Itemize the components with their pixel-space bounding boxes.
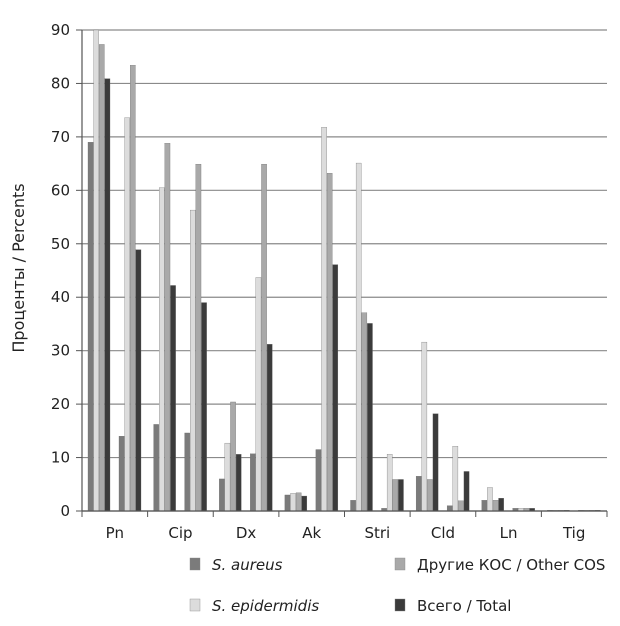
bar-pn-a-s0 bbox=[87, 142, 94, 512]
bar-dx-a-s2 bbox=[230, 401, 236, 512]
bar-dx-b-s3 bbox=[266, 344, 273, 512]
bar-dx-b-s0 bbox=[250, 453, 256, 512]
bar-ln-a-s1 bbox=[487, 487, 493, 512]
y-tick-label-40: 40 bbox=[51, 288, 70, 306]
bar-cip-b-s2 bbox=[195, 163, 202, 512]
y-tick-label-50: 50 bbox=[51, 235, 70, 253]
y-tick-label-30: 30 bbox=[51, 342, 70, 360]
bar-stri-a-s1 bbox=[355, 162, 362, 512]
y-tick-label-70: 70 bbox=[51, 128, 70, 146]
legend-swatch-2 bbox=[394, 557, 406, 571]
x-tick-label-ln: Ln bbox=[500, 524, 518, 542]
legend-label-0: S. aureus bbox=[212, 556, 283, 574]
bar-ak-b-s0 bbox=[315, 449, 322, 512]
x-tick-label-ak: Ak bbox=[302, 524, 321, 542]
y-axis-label: Проценты / Percents bbox=[9, 183, 28, 352]
bar-ln-a-s0 bbox=[481, 500, 488, 512]
bar-cld-b-s1 bbox=[452, 446, 459, 512]
bar-ak-a-s1 bbox=[290, 493, 296, 512]
bar-pn-a-s2 bbox=[99, 44, 105, 512]
bar-cld-b-s2 bbox=[458, 500, 464, 512]
bar-dx-b-s1 bbox=[255, 277, 262, 512]
bar-cip-a-s1 bbox=[159, 187, 165, 512]
bar-stri-b-s1 bbox=[386, 454, 393, 512]
bar-cld-a-s1 bbox=[421, 341, 428, 512]
bar-pn-a-s3 bbox=[104, 78, 111, 512]
bar-pn-b-s3 bbox=[135, 249, 142, 512]
legend-swatch-0 bbox=[189, 557, 201, 571]
x-tick-label-dx: Dx bbox=[236, 524, 257, 542]
bar-cld-a-s0 bbox=[415, 476, 422, 512]
legend-label-1: S. epidermidis bbox=[212, 597, 319, 615]
legend: S. aureus S. epidermidis Другие КОС / Othe… bbox=[189, 556, 605, 615]
x-tick-label-stri: Stri bbox=[364, 524, 390, 542]
bar-cld-b-s0 bbox=[446, 505, 453, 512]
bar-pn-b-s0 bbox=[118, 436, 125, 512]
bar-pn-b-s2 bbox=[130, 65, 136, 512]
legend-label-2: Другие КОС / Other COS bbox=[417, 556, 605, 574]
x-tick-label-tig: Tig bbox=[562, 524, 585, 542]
bar-ak-b-s3 bbox=[332, 264, 339, 512]
bar-cip-a-s2 bbox=[164, 143, 171, 512]
legend-swatch-1 bbox=[189, 598, 201, 612]
y-tick-label-20: 20 bbox=[51, 395, 70, 413]
bar-ln-a-s2 bbox=[492, 500, 499, 512]
bar-dx-a-s3 bbox=[235, 454, 242, 512]
bar-stri-a-s2 bbox=[361, 312, 368, 512]
y-tick-label-90: 90 bbox=[51, 21, 70, 39]
bar-cip-b-s3 bbox=[201, 302, 207, 512]
bar-stri-b-s3 bbox=[398, 479, 404, 512]
bar-ak-a-s2 bbox=[295, 492, 302, 512]
bar-cld-b-s3 bbox=[463, 471, 470, 512]
bar-ak-a-s3 bbox=[301, 495, 308, 512]
y-tick-label-0: 0 bbox=[60, 502, 70, 520]
bar-pn-b-s1 bbox=[124, 117, 130, 512]
bar-stri-b-s2 bbox=[392, 479, 399, 512]
bar-cip-b-s1 bbox=[190, 209, 196, 512]
y-tick-label-10: 10 bbox=[51, 449, 70, 467]
bar-stri-a-s3 bbox=[367, 323, 373, 512]
bar-dx-a-s1 bbox=[224, 442, 231, 512]
bar-cip-a-s3 bbox=[170, 285, 176, 512]
bar-ln-a-s3 bbox=[498, 498, 504, 512]
x-tick-label-pn: Pn bbox=[106, 524, 124, 542]
bar-cip-a-s0 bbox=[153, 424, 159, 512]
x-tick-label-cip: Cip bbox=[168, 524, 192, 542]
bar-cld-a-s3 bbox=[432, 413, 439, 512]
y-tick-label-80: 80 bbox=[51, 74, 70, 92]
y-tick-label-60: 60 bbox=[51, 181, 70, 199]
bar-ak-b-s2 bbox=[326, 173, 333, 512]
legend-label-3: Всего / Total bbox=[417, 597, 511, 615]
axes: 0 10 20 30 40 50 60 70 80 90 Pn Cip Dx Ak Stri Cld Ln Tig bbox=[51, 21, 608, 542]
bar-ak-a-s0 bbox=[284, 494, 291, 512]
x-tick-label-cld: Cld bbox=[431, 524, 455, 542]
bar-dx-a-s0 bbox=[219, 478, 225, 512]
bar-cip-b-s0 bbox=[184, 432, 190, 512]
legend-swatch-3 bbox=[394, 598, 406, 612]
bar-ak-b-s1 bbox=[321, 127, 327, 512]
bar-cld-a-s2 bbox=[427, 479, 433, 512]
bar-pn-a-s1 bbox=[93, 29, 99, 512]
bar-stri-a-s0 bbox=[350, 500, 356, 512]
bar-dx-b-s2 bbox=[261, 163, 267, 512]
